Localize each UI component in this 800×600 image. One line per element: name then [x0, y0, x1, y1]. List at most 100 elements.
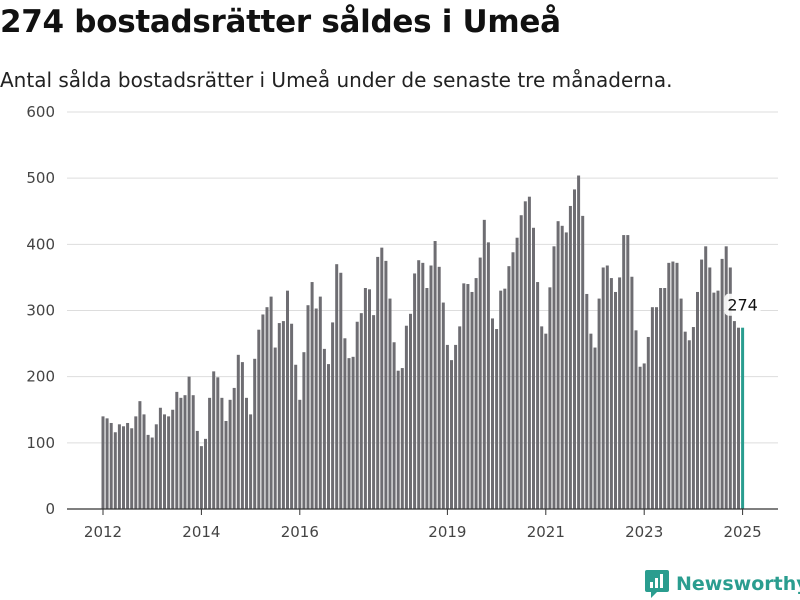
bar [642, 363, 646, 509]
bar [659, 288, 663, 509]
bar [573, 189, 576, 509]
y-tick-label: 100 [26, 434, 55, 452]
bar [372, 315, 376, 509]
bar [224, 421, 228, 509]
bar [511, 252, 515, 509]
x-tick-label: 2016 [281, 523, 319, 541]
bar [318, 296, 322, 509]
bar [527, 196, 531, 509]
bar [605, 265, 609, 509]
bar [519, 215, 523, 509]
bar [679, 298, 683, 509]
x-tick-label: 2014 [182, 523, 220, 541]
bar [716, 290, 720, 509]
bar [486, 242, 490, 509]
bar [478, 257, 482, 509]
bar [646, 336, 650, 509]
bar [380, 247, 384, 509]
bar [425, 288, 429, 509]
bar [663, 288, 667, 509]
bar [167, 416, 171, 509]
bar [503, 288, 507, 509]
bar [708, 267, 712, 509]
bar [568, 205, 572, 509]
bar [441, 302, 445, 509]
x-tick-label: 2019 [428, 523, 466, 541]
bar [421, 262, 425, 509]
bar [589, 333, 593, 509]
bar [175, 391, 179, 509]
newsworthy-brand: Newsworthy [644, 569, 800, 599]
chart-subtitle: Antal sålda bostadsrätter i Umeå under d… [0, 68, 673, 92]
x-tick-label: 2012 [84, 523, 122, 541]
bar [286, 290, 289, 509]
bar [281, 321, 285, 509]
bar-highlight [741, 327, 745, 509]
bar [134, 416, 138, 509]
bar [409, 313, 412, 509]
bar [204, 438, 207, 509]
bar [298, 399, 302, 509]
bar [400, 368, 404, 509]
bar [445, 344, 449, 509]
bar-chart: 0 100 200 300 400 500 600 2012 2014 2016 2019 2021 2… [26, 103, 778, 541]
bar [154, 424, 158, 509]
bar [191, 395, 195, 509]
brand-name: Newsworthy [676, 573, 800, 595]
bar [540, 326, 544, 509]
bar [413, 273, 417, 509]
bar [712, 292, 716, 509]
bar [458, 326, 462, 509]
y-tick-label: 400 [26, 235, 55, 253]
bar [499, 290, 503, 509]
bar [728, 267, 732, 509]
bar [322, 348, 326, 509]
bar [626, 235, 630, 509]
bar [720, 258, 724, 509]
bar [269, 296, 273, 509]
chart-title: 274 bostadsrätter såldes i Umeå [0, 4, 561, 40]
bar [273, 347, 277, 509]
bar [683, 331, 687, 509]
bar [536, 282, 540, 509]
bar [593, 347, 597, 509]
y-tick-label: 600 [26, 103, 55, 121]
bar [208, 397, 212, 509]
bar [687, 340, 691, 509]
bar [675, 262, 679, 509]
bar [122, 426, 125, 509]
bar [515, 237, 519, 509]
bar [560, 225, 564, 509]
bar [691, 327, 695, 509]
value-callout: 274 [724, 293, 761, 316]
bar [277, 323, 281, 509]
bar [429, 265, 433, 509]
bar [236, 354, 240, 509]
bar [171, 409, 175, 509]
bar [384, 260, 388, 510]
bar [577, 175, 581, 509]
x-tick-label: 2021 [527, 523, 565, 541]
bar [638, 366, 642, 509]
bar [339, 272, 343, 509]
bar [454, 344, 458, 509]
bar [466, 284, 470, 509]
bar [388, 298, 392, 509]
bar [117, 424, 121, 509]
bar [327, 364, 330, 509]
bar [618, 277, 622, 509]
bar [113, 432, 117, 509]
bar [724, 246, 728, 509]
bar [109, 422, 113, 509]
bar [347, 358, 351, 509]
bar-series [101, 175, 745, 510]
bar [183, 395, 187, 509]
bar [552, 246, 556, 509]
bar [622, 235, 626, 509]
bar [142, 414, 146, 509]
bar [216, 377, 220, 509]
bar [437, 266, 441, 509]
bar [507, 266, 511, 509]
bar [696, 291, 699, 509]
bar [548, 287, 552, 509]
